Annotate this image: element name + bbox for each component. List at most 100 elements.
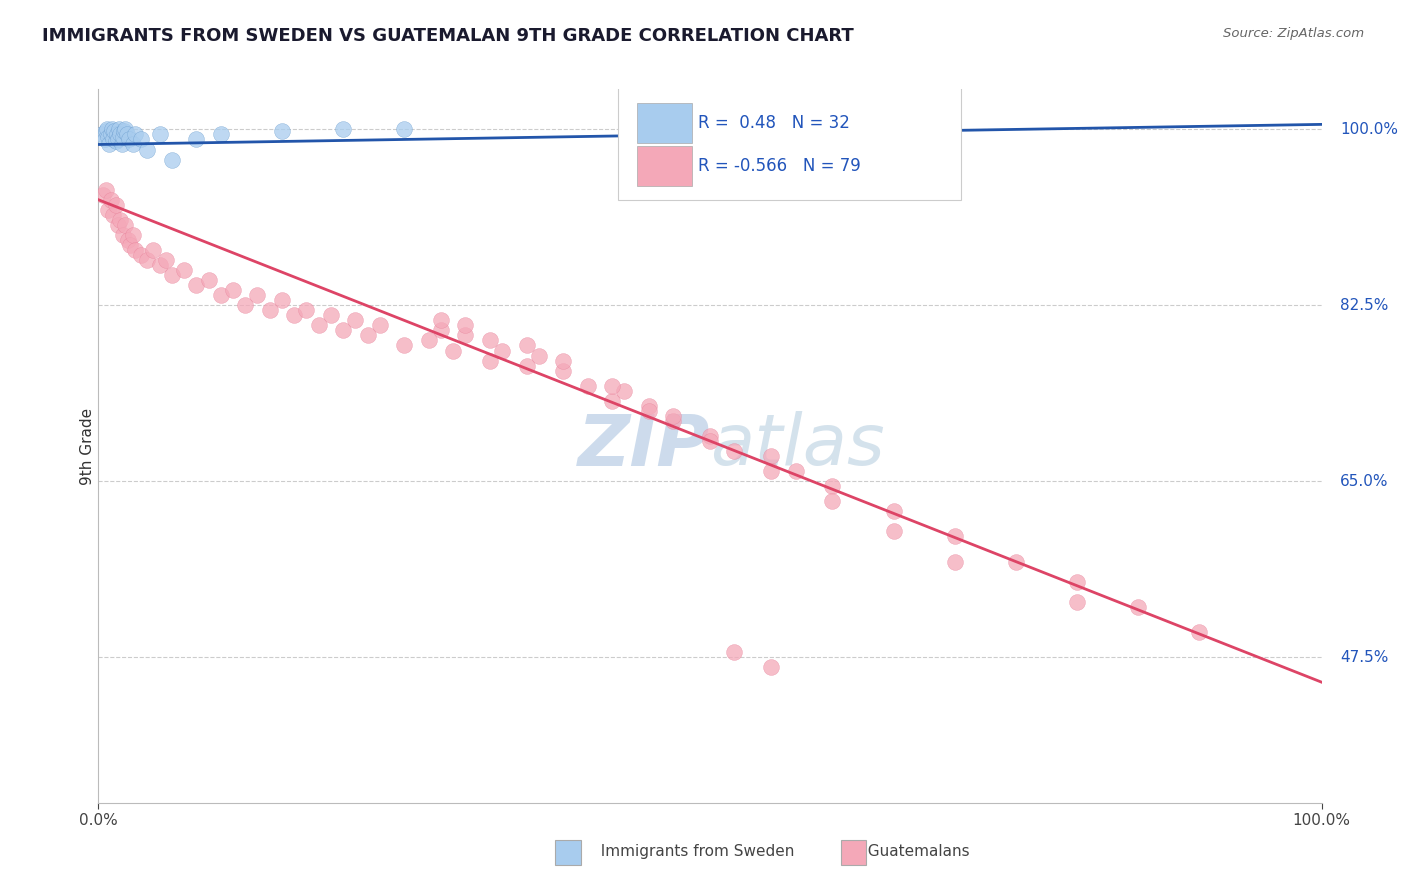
Point [173, 263, 195, 277]
Text: R =  0.48   N = 32: R = 0.48 N = 32 [697, 114, 849, 132]
Point [209, 128, 232, 142]
Point [356, 328, 378, 343]
Text: 65.0%: 65.0% [1340, 474, 1389, 489]
Point [600, 393, 623, 408]
Point [723, 444, 745, 458]
Point [149, 258, 172, 272]
Point [149, 128, 172, 142]
Point [186, 278, 208, 293]
Point [883, 504, 905, 518]
Point [246, 288, 269, 302]
Point [1066, 574, 1088, 589]
Point [441, 343, 464, 358]
Point [105, 128, 128, 142]
Point [454, 328, 477, 343]
Point [186, 132, 208, 146]
Text: Immigrants from Sweden: Immigrants from Sweden [591, 845, 794, 859]
Point [1128, 599, 1150, 614]
Point [97, 130, 120, 145]
Point [101, 208, 124, 222]
Point [107, 218, 129, 232]
Point [136, 143, 159, 157]
Point [1066, 595, 1088, 609]
Point [108, 122, 131, 136]
Point [368, 318, 391, 333]
Point [430, 313, 453, 327]
Text: 47.5%: 47.5% [1340, 649, 1388, 665]
Text: ZIP: ZIP [578, 411, 710, 481]
Point [117, 233, 139, 247]
FancyBboxPatch shape [619, 86, 960, 200]
Point [104, 135, 127, 149]
Point [115, 128, 138, 142]
Point [142, 243, 165, 257]
Point [129, 132, 152, 146]
Point [100, 128, 122, 142]
Point [613, 384, 636, 398]
Point [97, 202, 120, 217]
Point [101, 122, 124, 136]
Point [1004, 555, 1026, 569]
Point [662, 409, 685, 423]
Point [883, 524, 905, 539]
Text: R = -0.566   N = 79: R = -0.566 N = 79 [697, 157, 860, 175]
Point [332, 323, 354, 337]
Point [308, 318, 330, 333]
Point [160, 153, 183, 167]
Point [110, 128, 132, 142]
Text: 100.0%: 100.0% [1340, 122, 1398, 136]
Point [120, 238, 142, 252]
Point [491, 343, 513, 358]
Point [100, 193, 122, 207]
Point [222, 283, 245, 297]
Point [699, 434, 721, 448]
Point [344, 313, 367, 327]
Text: atlas: atlas [710, 411, 884, 481]
Point [1188, 624, 1211, 639]
Text: IMMIGRANTS FROM SWEDEN VS GUATEMALAN 9TH GRADE CORRELATION CHART: IMMIGRANTS FROM SWEDEN VS GUATEMALAN 9TH… [42, 27, 853, 45]
Y-axis label: 9th Grade: 9th Grade [80, 408, 94, 484]
Point [124, 128, 146, 142]
Point [478, 353, 501, 368]
Point [98, 137, 121, 152]
Point [136, 253, 159, 268]
Point [785, 464, 807, 478]
Point [943, 529, 966, 543]
Point [943, 555, 966, 569]
Point [114, 122, 136, 136]
Point [270, 124, 294, 138]
Point [107, 132, 129, 146]
Point [270, 293, 294, 308]
Point [124, 243, 146, 257]
FancyBboxPatch shape [637, 146, 692, 186]
Point [637, 399, 661, 413]
Point [295, 303, 318, 318]
Point [454, 318, 477, 333]
Point [319, 309, 342, 323]
Point [821, 479, 844, 493]
Point [114, 218, 136, 232]
Point [93, 132, 115, 146]
Text: Guatemalans: Guatemalans [858, 845, 969, 859]
Point [527, 349, 550, 363]
Point [112, 124, 135, 138]
Point [111, 130, 134, 145]
Point [430, 323, 453, 337]
Text: Source: ZipAtlas.com: Source: ZipAtlas.com [1223, 27, 1364, 40]
Point [121, 137, 143, 152]
Point [103, 124, 125, 138]
Point [160, 268, 183, 282]
Point [197, 273, 219, 287]
Point [283, 309, 305, 323]
Point [111, 137, 134, 152]
Point [121, 227, 143, 242]
Point [110, 212, 132, 227]
Point [723, 645, 745, 659]
Point [111, 227, 134, 242]
Point [761, 464, 783, 478]
Text: 82.5%: 82.5% [1340, 298, 1388, 313]
Point [94, 124, 117, 138]
Point [637, 404, 661, 418]
Point [332, 122, 354, 136]
Point [392, 338, 416, 352]
